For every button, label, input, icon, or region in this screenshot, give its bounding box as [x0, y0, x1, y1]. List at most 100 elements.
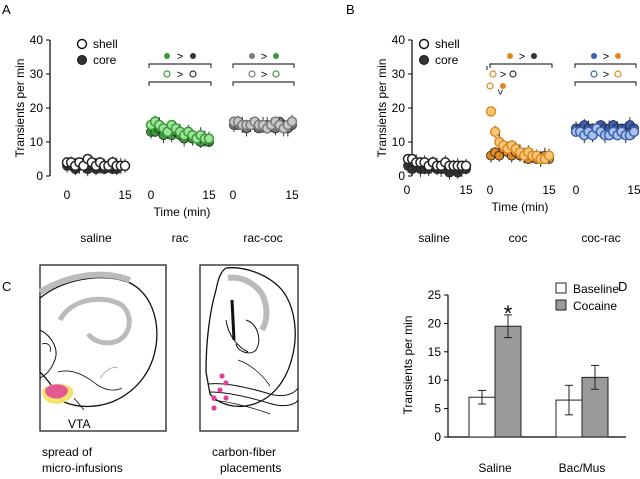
data-point-shell — [628, 126, 640, 138]
panel-d-ylabel: Transients per min — [401, 316, 415, 415]
panel-b-ytick: 10 — [392, 135, 406, 149]
panel-b-ytick: 40 — [392, 33, 406, 47]
panel-a-ytick: 20 — [30, 101, 44, 115]
sig-marker-black-core — [531, 53, 537, 59]
panel-a-ytick: 10 — [30, 135, 44, 149]
panel-a-group-label: rac-coc — [243, 231, 282, 245]
sig-bracket — [148, 63, 212, 68]
sig-marker-green-shell — [272, 70, 280, 78]
legend-shell-label: shell — [435, 37, 460, 51]
panel-a-yaxis: 0 10 20 30 40 — [30, 33, 51, 183]
panel-b-letter: B — [346, 2, 355, 17]
data-point-shell — [203, 133, 215, 144]
legend-label-cocaine: Cocaine — [573, 299, 617, 313]
sig-gt: > — [500, 69, 506, 81]
sig-marker-green-core — [164, 53, 170, 59]
data-point-shell — [286, 116, 298, 127]
sig-bracket — [574, 81, 637, 86]
panel-b-xtick: 15 — [627, 183, 640, 197]
infusion-spread-pink — [45, 384, 68, 399]
panel-b-ytick: 0 — [398, 169, 405, 183]
sig-marker-orange-core — [615, 53, 621, 59]
fiber-placement-marker — [211, 405, 217, 411]
data-point-shell — [460, 160, 472, 172]
sig-marker-black-shell — [189, 70, 197, 78]
legend-core-marker — [77, 55, 87, 65]
panel-b-ylabel: Transients per min — [375, 59, 389, 158]
vta-label: VTA — [68, 417, 90, 431]
caption-right-line1: carbon-fiber — [212, 445, 276, 459]
sig-gt: > — [261, 69, 267, 81]
panel-a-xtick: 15 — [285, 188, 299, 202]
legend-shell-label: shell — [93, 37, 118, 51]
panel-c-letter: C — [2, 279, 11, 294]
sig-gt: > — [519, 51, 525, 63]
sig-bracket — [148, 81, 212, 86]
panel-b-xtick: 15 — [459, 183, 473, 197]
fiber-placement-marker — [223, 395, 229, 401]
fiber-placement-marker — [219, 373, 225, 379]
significance-star: * — [504, 301, 513, 326]
panel-a-xtick: 0 — [148, 188, 155, 202]
panel-b-xlabel: Time (min) — [492, 200, 549, 214]
sig-marker-gray-shell — [248, 70, 256, 78]
sig-bracket — [232, 81, 295, 86]
panel-a-letter: A — [2, 2, 11, 17]
sig-marker-blue-core — [591, 53, 597, 59]
data-point-shell — [485, 106, 497, 117]
sig-gt: > — [261, 51, 267, 63]
d-ytick-label: 15 — [428, 345, 442, 359]
panel-b-xtick: 0 — [573, 183, 580, 197]
d-ytick-label: 25 — [428, 288, 442, 302]
fiber-placement-marker — [211, 395, 217, 401]
panel-b-yaxis: 0 10 20 30 40 — [392, 33, 413, 183]
sig-gt: > — [177, 69, 183, 81]
panel-a: A Transients per min 0 10 20 30 40 shell… — [2, 2, 299, 245]
sig-marker-gray-core — [249, 53, 255, 59]
coronal-section-vta: VTA — [38, 264, 167, 432]
sig-marker-black-shell — [509, 70, 517, 78]
panel-d-plot: 0 5 10 15 20 25 Saline Bac/Mus Baseline Cocaine — [428, 282, 626, 475]
panel-a-ytick: 40 — [30, 33, 44, 47]
fiber-placement-marker — [217, 387, 223, 393]
panel-a-ytick: 0 — [36, 169, 43, 183]
panel-a-xtick: 0 — [64, 188, 71, 202]
panel-d: D Transients per min 0 5 10 15 20 25 Saline Bac… — [401, 279, 627, 475]
legend-label-baseline: Baseline — [573, 282, 619, 296]
sig-bracket — [232, 63, 295, 68]
d-ytick-label: 0 — [434, 430, 441, 444]
panel-b-group-label: coc — [509, 231, 528, 245]
legend-swatch-cocaine — [555, 299, 567, 311]
sig-marker-blue-shell — [590, 70, 598, 78]
legend-core-label: core — [435, 53, 459, 67]
legend-shell-marker — [76, 38, 88, 50]
panel-b-xtick: 15 — [542, 183, 556, 197]
panel-c: C VTA — [2, 264, 299, 475]
data-point-shell — [489, 126, 501, 138]
legend-shell-marker — [418, 38, 430, 50]
sig-marker-black-core — [190, 53, 196, 59]
caption-left-line2: micro-infusions — [42, 461, 123, 475]
coronal-section-nac — [199, 264, 299, 432]
legend-swatch-baseline — [555, 282, 567, 294]
panel-a-rac-significance: > > — [148, 51, 212, 86]
data-point-shell — [543, 150, 555, 161]
sig-gt: > — [603, 51, 609, 63]
fiber-placement-marker — [223, 380, 229, 386]
panel-b-xaxis: 0 15 0 15 0 15 Time (min) saline coc coc… — [404, 183, 640, 245]
panel-d-letter: D — [618, 279, 627, 294]
sig-marker-orange-core — [500, 83, 506, 89]
sig-marker-orange-shell — [486, 82, 494, 90]
sig-marker-orange-shell — [614, 70, 622, 78]
sig-gt: > — [177, 51, 183, 63]
panel-b-ytick: 30 — [392, 67, 406, 81]
panel-b-plot — [402, 106, 640, 180]
caption-left-line1: spread of — [42, 445, 93, 459]
sig-gt: > — [603, 69, 609, 81]
sig-marker-green-shell — [163, 70, 171, 78]
sig-marker-green-core — [273, 53, 279, 59]
panel-b-ytick: 20 — [392, 101, 406, 115]
panel-a-xlabel: Time (min) — [154, 205, 211, 219]
d-category-label: Saline — [478, 461, 512, 475]
panel-a-group-label: saline — [80, 231, 112, 245]
